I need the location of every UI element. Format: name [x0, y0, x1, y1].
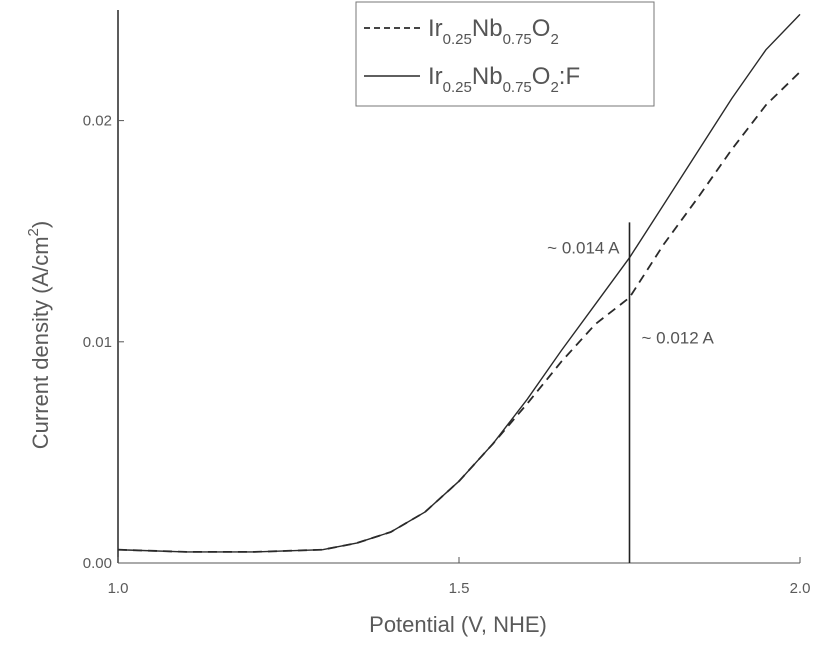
legend-box — [355, 1, 655, 107]
annotations: ~ 0.014 A ~ 0.012 A — [547, 222, 714, 563]
y-axis-title-main: Current density (A/cm — [28, 236, 53, 449]
y-axis-title: Current density (A/cm2) — [25, 221, 53, 449]
y-tick-label: 0.01 — [83, 334, 112, 351]
legend-text-part: Nb — [472, 15, 503, 42]
legend-text-part: Nb — [472, 63, 503, 90]
legend-text-part: Ir — [428, 15, 443, 42]
legend-label-1: Ir0.25Nb0.75O2 — [428, 15, 559, 48]
x-tick-label: 2.0 — [790, 580, 811, 597]
legend-subscript: 2 — [550, 31, 558, 48]
axes: 1.0 1.5 2.0 0.00 0.01 0.02 — [83, 10, 811, 597]
y-tick-label: 0.00 — [83, 555, 112, 572]
x-axis-title: Potential (V, NHE) — [369, 612, 547, 637]
legend-text-part: :F — [559, 63, 580, 90]
legend-subscript: 0.25 — [443, 31, 472, 48]
y-axis-title-superscript: 2 — [25, 228, 42, 236]
legend-text-part: Ir — [428, 63, 443, 90]
annotation-label-2: ~ 0.012 A — [642, 328, 715, 347]
x-tick-label: 1.0 — [108, 580, 129, 597]
legend-subscript: 0.75 — [503, 79, 532, 96]
legend-text-part: O — [532, 63, 551, 90]
legend-label-2: Ir0.25Nb0.75O2:F — [428, 63, 580, 96]
legend-subscript: 0.75 — [503, 31, 532, 48]
series-line-1 — [117, 71, 801, 553]
x-tick-label: 1.5 — [449, 580, 470, 597]
y-axis-title-close: ) — [28, 221, 53, 228]
y-tick-label: 0.02 — [83, 113, 112, 130]
legend-text-part: O — [532, 15, 551, 42]
series-line-2 — [117, 13, 801, 553]
legend-subscript: 2 — [550, 79, 558, 96]
annotation-label-1: ~ 0.014 A — [547, 239, 620, 258]
series-layer — [117, 13, 801, 553]
legend-subscript: 0.25 — [443, 79, 472, 96]
